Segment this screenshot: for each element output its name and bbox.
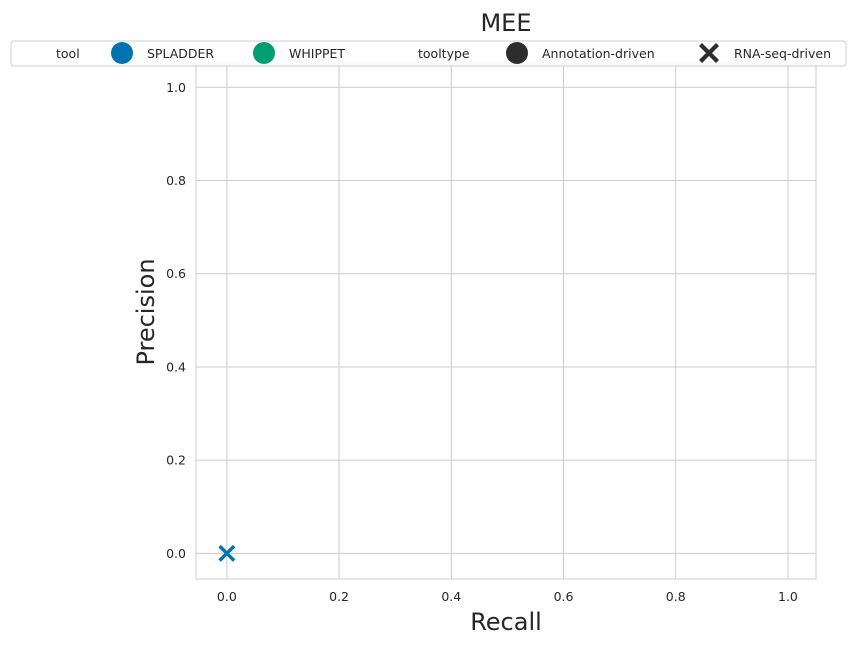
legend-label-whippet: WHIPPET bbox=[289, 46, 345, 61]
point-spladder bbox=[217, 543, 237, 563]
x-tick-label: 0.6 bbox=[554, 589, 574, 604]
x-tick-label: 0.8 bbox=[666, 589, 686, 604]
legend: tool SPLADDER WHIPPET tooltype Annotatio… bbox=[10, 40, 847, 67]
legend-title-tooltype: tooltype bbox=[418, 46, 470, 61]
legend-marker-annotation-driven bbox=[506, 42, 528, 64]
legend-label-rna-seq-driven: RNA-seq-driven bbox=[734, 46, 831, 61]
y-tick-label: 0.0 bbox=[166, 546, 186, 561]
legend-title-tool: tool bbox=[56, 46, 80, 61]
legend-label-annotation-driven: Annotation-driven bbox=[542, 46, 655, 61]
grid bbox=[196, 64, 816, 579]
x-axis-ticks: 0.0 0.2 0.4 0.6 0.8 1.0 bbox=[217, 589, 798, 604]
x-tick-label: 0.4 bbox=[441, 589, 461, 604]
chart-title: MEE bbox=[480, 9, 531, 37]
y-axis-label: Precision bbox=[132, 258, 160, 365]
x-axis-label: Recall bbox=[470, 608, 542, 636]
y-tick-label: 0.8 bbox=[166, 173, 186, 188]
x-tick-label: 0.0 bbox=[217, 589, 237, 604]
legend-marker-splatter bbox=[111, 42, 133, 64]
legend-label-splatter: SPLADDER bbox=[147, 46, 214, 61]
legend-marker-whippet bbox=[253, 42, 275, 64]
y-tick-label: 0.2 bbox=[166, 453, 186, 468]
plot-area bbox=[196, 64, 816, 579]
y-tick-label: 0.6 bbox=[166, 266, 186, 281]
x-tick-label: 1.0 bbox=[778, 589, 798, 604]
y-tick-label: 0.4 bbox=[166, 359, 186, 374]
legend-marker-rna-seq-driven bbox=[699, 43, 719, 63]
x-tick-label: 0.2 bbox=[329, 589, 349, 604]
legend-frame bbox=[10, 40, 847, 67]
y-axis-ticks: 0.0 0.2 0.4 0.6 0.8 1.0 bbox=[166, 80, 186, 561]
y-tick-label: 1.0 bbox=[166, 80, 186, 95]
data-points bbox=[217, 543, 237, 563]
